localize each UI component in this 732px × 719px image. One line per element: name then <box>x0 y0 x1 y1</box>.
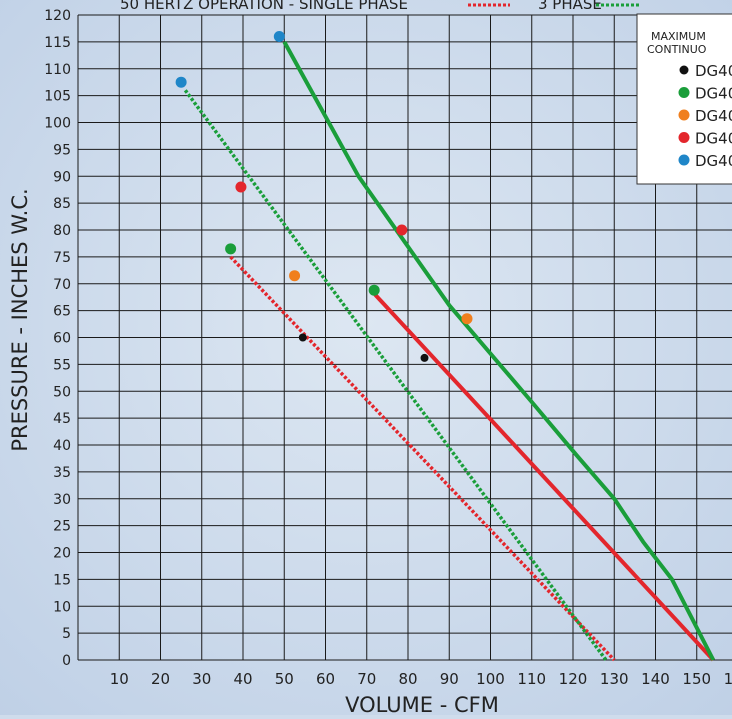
data-marker <box>369 285 380 296</box>
x-tick-label: 80 <box>398 670 417 688</box>
x-tick-label: 40 <box>233 670 252 688</box>
y-tick-label: 55 <box>53 357 71 373</box>
legend-entry-label: DG40 <box>695 107 732 125</box>
x-tick-label: 70 <box>357 670 376 688</box>
x-tick-label: 120 <box>559 670 588 688</box>
x-tick-label: 160 <box>724 670 732 688</box>
x-tick-label: 30 <box>192 670 211 688</box>
legend-entry-label: DG40 <box>695 62 732 80</box>
legend-marker <box>680 66 689 75</box>
data-marker <box>421 354 429 362</box>
y-tick-label: 45 <box>53 411 71 427</box>
x-tick-label: 140 <box>641 670 670 688</box>
y-tick-label: 65 <box>53 304 71 320</box>
legend-box: MAXIMUM CONTINUO DG40 DG40 DG40 DG40 DG40 <box>637 14 732 184</box>
y-tick-label: 95 <box>53 142 71 158</box>
y-tick-label: 110 <box>44 62 71 78</box>
y-tick-label: 75 <box>53 250 71 266</box>
data-marker <box>461 313 472 324</box>
y-tick-label: 30 <box>53 492 71 508</box>
y-axis-label: PRESSURE - INCHES W.C. <box>8 188 32 451</box>
data-marker <box>299 334 307 342</box>
y-tick-label: 50 <box>53 384 71 400</box>
y-tick-label: 90 <box>53 169 71 185</box>
y-tick-label: 80 <box>53 223 71 239</box>
legend-entry-label: DG40 <box>695 85 732 103</box>
x-tick-label: 100 <box>476 670 505 688</box>
x-tick-label: 110 <box>517 670 546 688</box>
legend-title-line2: CONTINUO <box>647 43 707 56</box>
y-tick-label: 5 <box>62 626 71 642</box>
y-tick-label: 35 <box>53 465 71 481</box>
x-tick-label: 130 <box>600 670 629 688</box>
y-tick-label: 115 <box>44 35 71 51</box>
data-marker <box>235 182 246 193</box>
data-marker <box>225 243 236 254</box>
header-single-phase-label: 50 HERTZ OPERATION - SINGLE PHASE <box>120 0 408 13</box>
x-tick-label: 50 <box>275 670 294 688</box>
data-marker <box>274 31 285 42</box>
y-tick-label: 120 <box>44 8 71 24</box>
header-three-phase-label: 3 PHASE <box>538 0 602 13</box>
legend-entry-label: DG40 <box>695 152 732 170</box>
y-tick-label: 85 <box>53 196 71 212</box>
x-tick-label: 90 <box>440 670 459 688</box>
x-tick-label: 150 <box>682 670 711 688</box>
data-marker <box>289 270 300 281</box>
y-tick-label: 70 <box>53 277 71 293</box>
y-tick-label: 40 <box>53 438 71 454</box>
y-tick-label: 20 <box>53 546 71 562</box>
legend-marker <box>679 87 690 98</box>
x-tick-label: 20 <box>151 670 170 688</box>
y-tick-label: 0 <box>62 653 71 669</box>
data-marker <box>176 77 187 88</box>
legend-entry-label: DG40 <box>695 130 732 148</box>
data-marker <box>396 225 407 236</box>
x-axis-label: VOLUME - CFM <box>345 693 499 715</box>
legend-marker <box>679 132 690 143</box>
y-tick-label: 100 <box>44 116 71 132</box>
legend-marker <box>679 110 690 121</box>
x-tick-label: 60 <box>316 670 335 688</box>
y-tick-label: 105 <box>44 89 71 105</box>
legend-title-line1: MAXIMUM <box>651 30 706 43</box>
legend-marker <box>679 155 690 166</box>
y-tick-label: 25 <box>53 519 71 535</box>
y-tick-label: 15 <box>53 572 71 588</box>
x-tick-label: 10 <box>110 670 129 688</box>
y-tick-label: 10 <box>53 599 71 615</box>
y-tick-label: 60 <box>53 331 71 347</box>
